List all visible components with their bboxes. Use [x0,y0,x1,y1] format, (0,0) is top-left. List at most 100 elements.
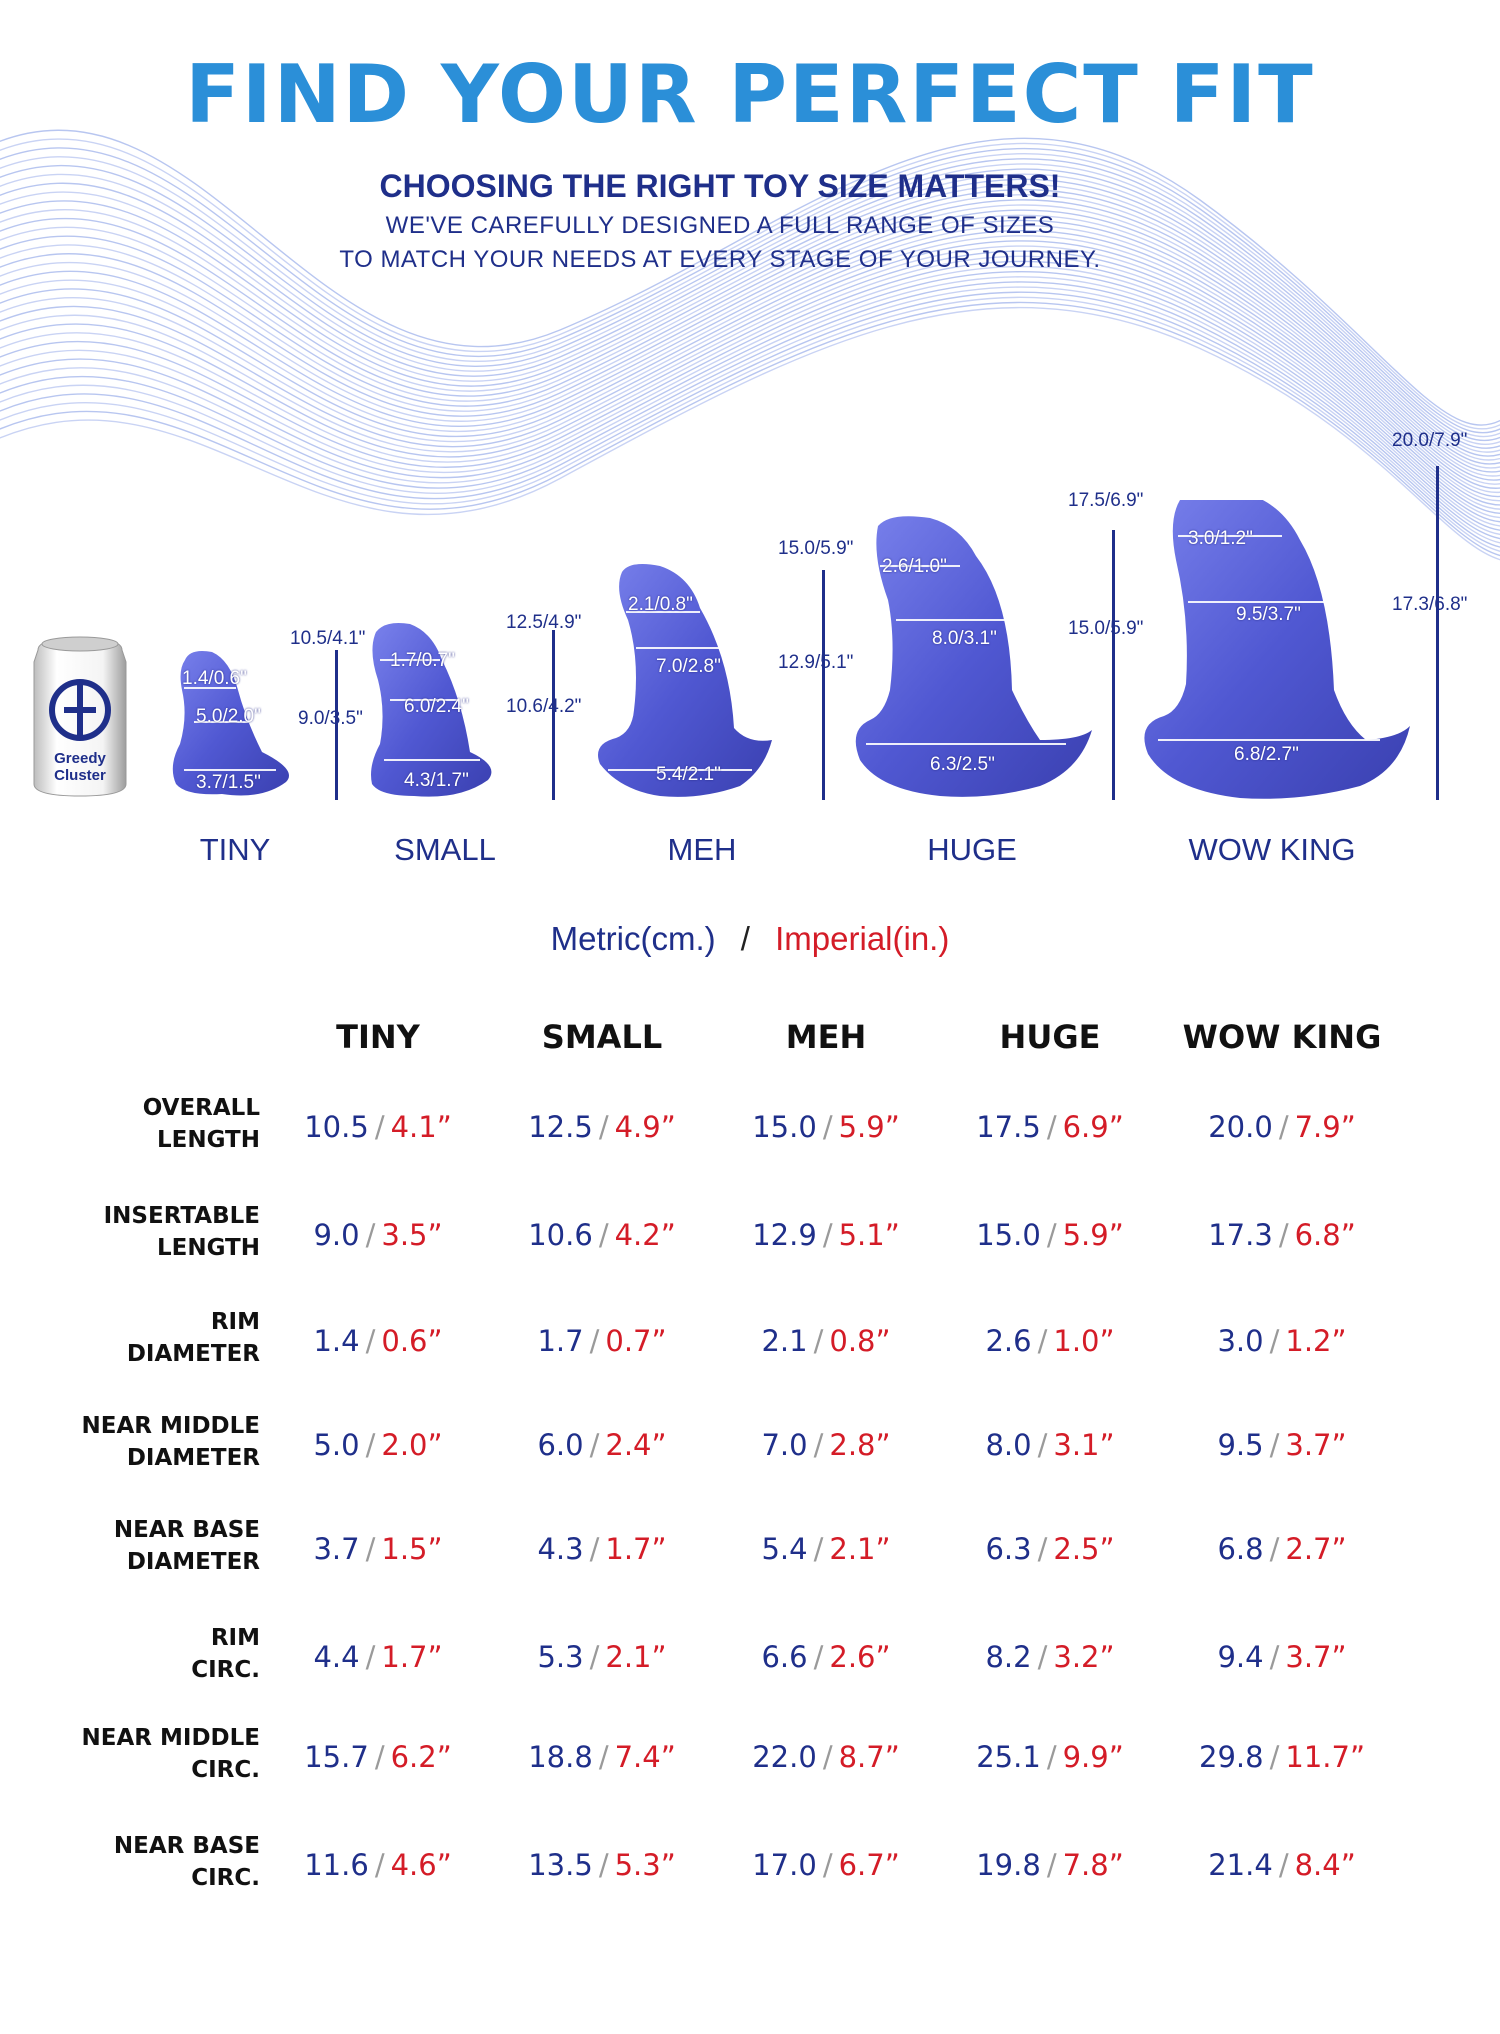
value-separator: / [1269,1740,1280,1774]
value-separator: / [365,1640,376,1674]
meh-insertable-label: 12.9/5.1" [778,652,854,673]
table-cell: 5.0/2.0” [268,1428,488,1462]
metric-value: 20.0 [1208,1110,1273,1144]
table-cell: 10.6/4.2” [492,1218,712,1252]
value-separator: / [598,1218,609,1252]
imperial-value: 3.7” [1285,1428,1347,1462]
value-separator: / [374,1740,385,1774]
product-name-tiny: TINY [199,832,271,867]
imperial-value: 4.6” [390,1848,452,1882]
imperial-value: 3.7” [1285,1640,1347,1674]
value-separator: / [1037,1532,1048,1566]
value-separator: / [598,1110,609,1144]
table-cell: 1.7/0.7” [492,1324,712,1358]
row-label: RIM DIAMETER [40,1306,260,1370]
row-label-line-2: DIAMETER [126,1341,260,1367]
imperial-label: Imperial(in.) [775,920,950,957]
imperial-value: 1.7” [605,1532,667,1566]
tiny-insertable-label: 9.0/3.5" [298,708,363,729]
imperial-value: 7.8” [1062,1848,1124,1882]
metric-value: 8.0 [985,1428,1032,1462]
table-cell: 22.0/8.7” [716,1740,936,1774]
table-cell: 17.3/6.8” [1172,1218,1392,1252]
huge-insertable-label: 15.0/5.9" [1068,618,1144,639]
imperial-value: 6.8” [1294,1218,1356,1252]
value-separator: / [822,1218,833,1252]
wave-line [0,183,1500,461]
wave-line [0,163,1500,446]
metric-value: 7.0 [761,1428,808,1462]
metric-value: 6.3 [985,1532,1032,1566]
page-subtitle: CHOOSING THE RIGHT TOY SIZE MATTERS! [379,168,1061,204]
table-cell: 11.6/4.6” [268,1848,488,1882]
imperial-value: 1.2” [1285,1324,1347,1358]
wave-line [0,188,1500,465]
imperial-value: 5.9” [838,1110,900,1144]
small-height-line [552,630,555,800]
product-meh-shape [598,564,772,797]
value-separator: / [598,1848,609,1882]
units-separator: / [740,920,750,957]
tiny-overall-label: 10.5/4.1" [290,628,366,649]
meh-rim-label: 2.1/0.8" [628,594,693,615]
imperial-value: 2.0” [381,1428,443,1462]
row-label: OVERALL LENGTH [40,1092,260,1156]
table-cell: 15.0/5.9” [716,1110,936,1144]
wave-line [0,240,1500,506]
small-base-label: 4.3/1.7" [404,770,469,791]
wave-line [0,270,1500,531]
wowking-height-line [1436,466,1439,800]
value-separator: / [1037,1428,1048,1462]
value-separator: / [822,1740,833,1774]
wave-line [0,138,1500,430]
table-cell: 5.3/2.1” [492,1640,712,1674]
table-cell: 6.3/2.5” [940,1532,1160,1566]
imperial-value: 5.3” [614,1848,676,1882]
table-cell: 15.7/6.2” [268,1740,488,1774]
metric-value: 9.5 [1217,1428,1264,1462]
meh-overall-label: 15.0/5.9" [778,538,854,559]
wave-line [0,286,1500,544]
product-name-meh: MEH [667,832,737,867]
value-separator: / [365,1324,376,1358]
wave-line [0,265,1500,527]
imperial-value: 2.7” [1285,1532,1347,1566]
metric-value: 4.3 [537,1532,584,1566]
wave-line [0,291,1500,548]
column-header-meh: MEH [785,1018,867,1056]
metric-value: 25.1 [976,1740,1041,1774]
wave-line [0,173,1500,453]
table-cell: 15.0/5.9” [940,1218,1160,1252]
small-insertable-label: 10.6/4.2" [506,696,582,717]
column-header-wowking: WOW KING [1182,1018,1382,1056]
row-label-line-2: LENGTH [156,1235,260,1261]
wave-line [0,235,1500,502]
table-cell: 17.5/6.9” [940,1110,1160,1144]
table-cell: 10.5/4.1” [268,1110,488,1144]
product-small-shape [371,623,492,797]
product-huge-shape [855,516,1092,797]
row-label-line-1: NEAR MIDDLE [81,1413,260,1439]
imperial-value: 6.2” [390,1740,452,1774]
metric-value: 10.5 [304,1110,369,1144]
meh-height-line [822,570,825,800]
wave-line [0,224,1500,493]
column-header-tiny: TINY [336,1018,420,1056]
table-cell: 2.1/0.8” [716,1324,936,1358]
metric-value: 5.3 [537,1640,584,1674]
wave-line [0,147,1500,434]
imperial-value: 8.7” [838,1740,900,1774]
metric-value: 4.4 [313,1640,360,1674]
imperial-value: 0.6” [381,1324,443,1358]
metric-value: 9.0 [313,1218,360,1252]
value-separator: / [589,1532,600,1566]
metric-value: 1.4 [313,1324,360,1358]
value-separator: / [1046,1218,1057,1252]
imperial-value: 0.7” [605,1324,667,1358]
table-cell: 3.7/1.5” [268,1532,488,1566]
value-separator: / [813,1532,824,1566]
row-label-line-1: RIM [210,1309,260,1335]
wave-line [0,199,1500,473]
tiny-base-label: 3.7/1.5" [196,772,261,793]
metric-value: 12.9 [752,1218,817,1252]
